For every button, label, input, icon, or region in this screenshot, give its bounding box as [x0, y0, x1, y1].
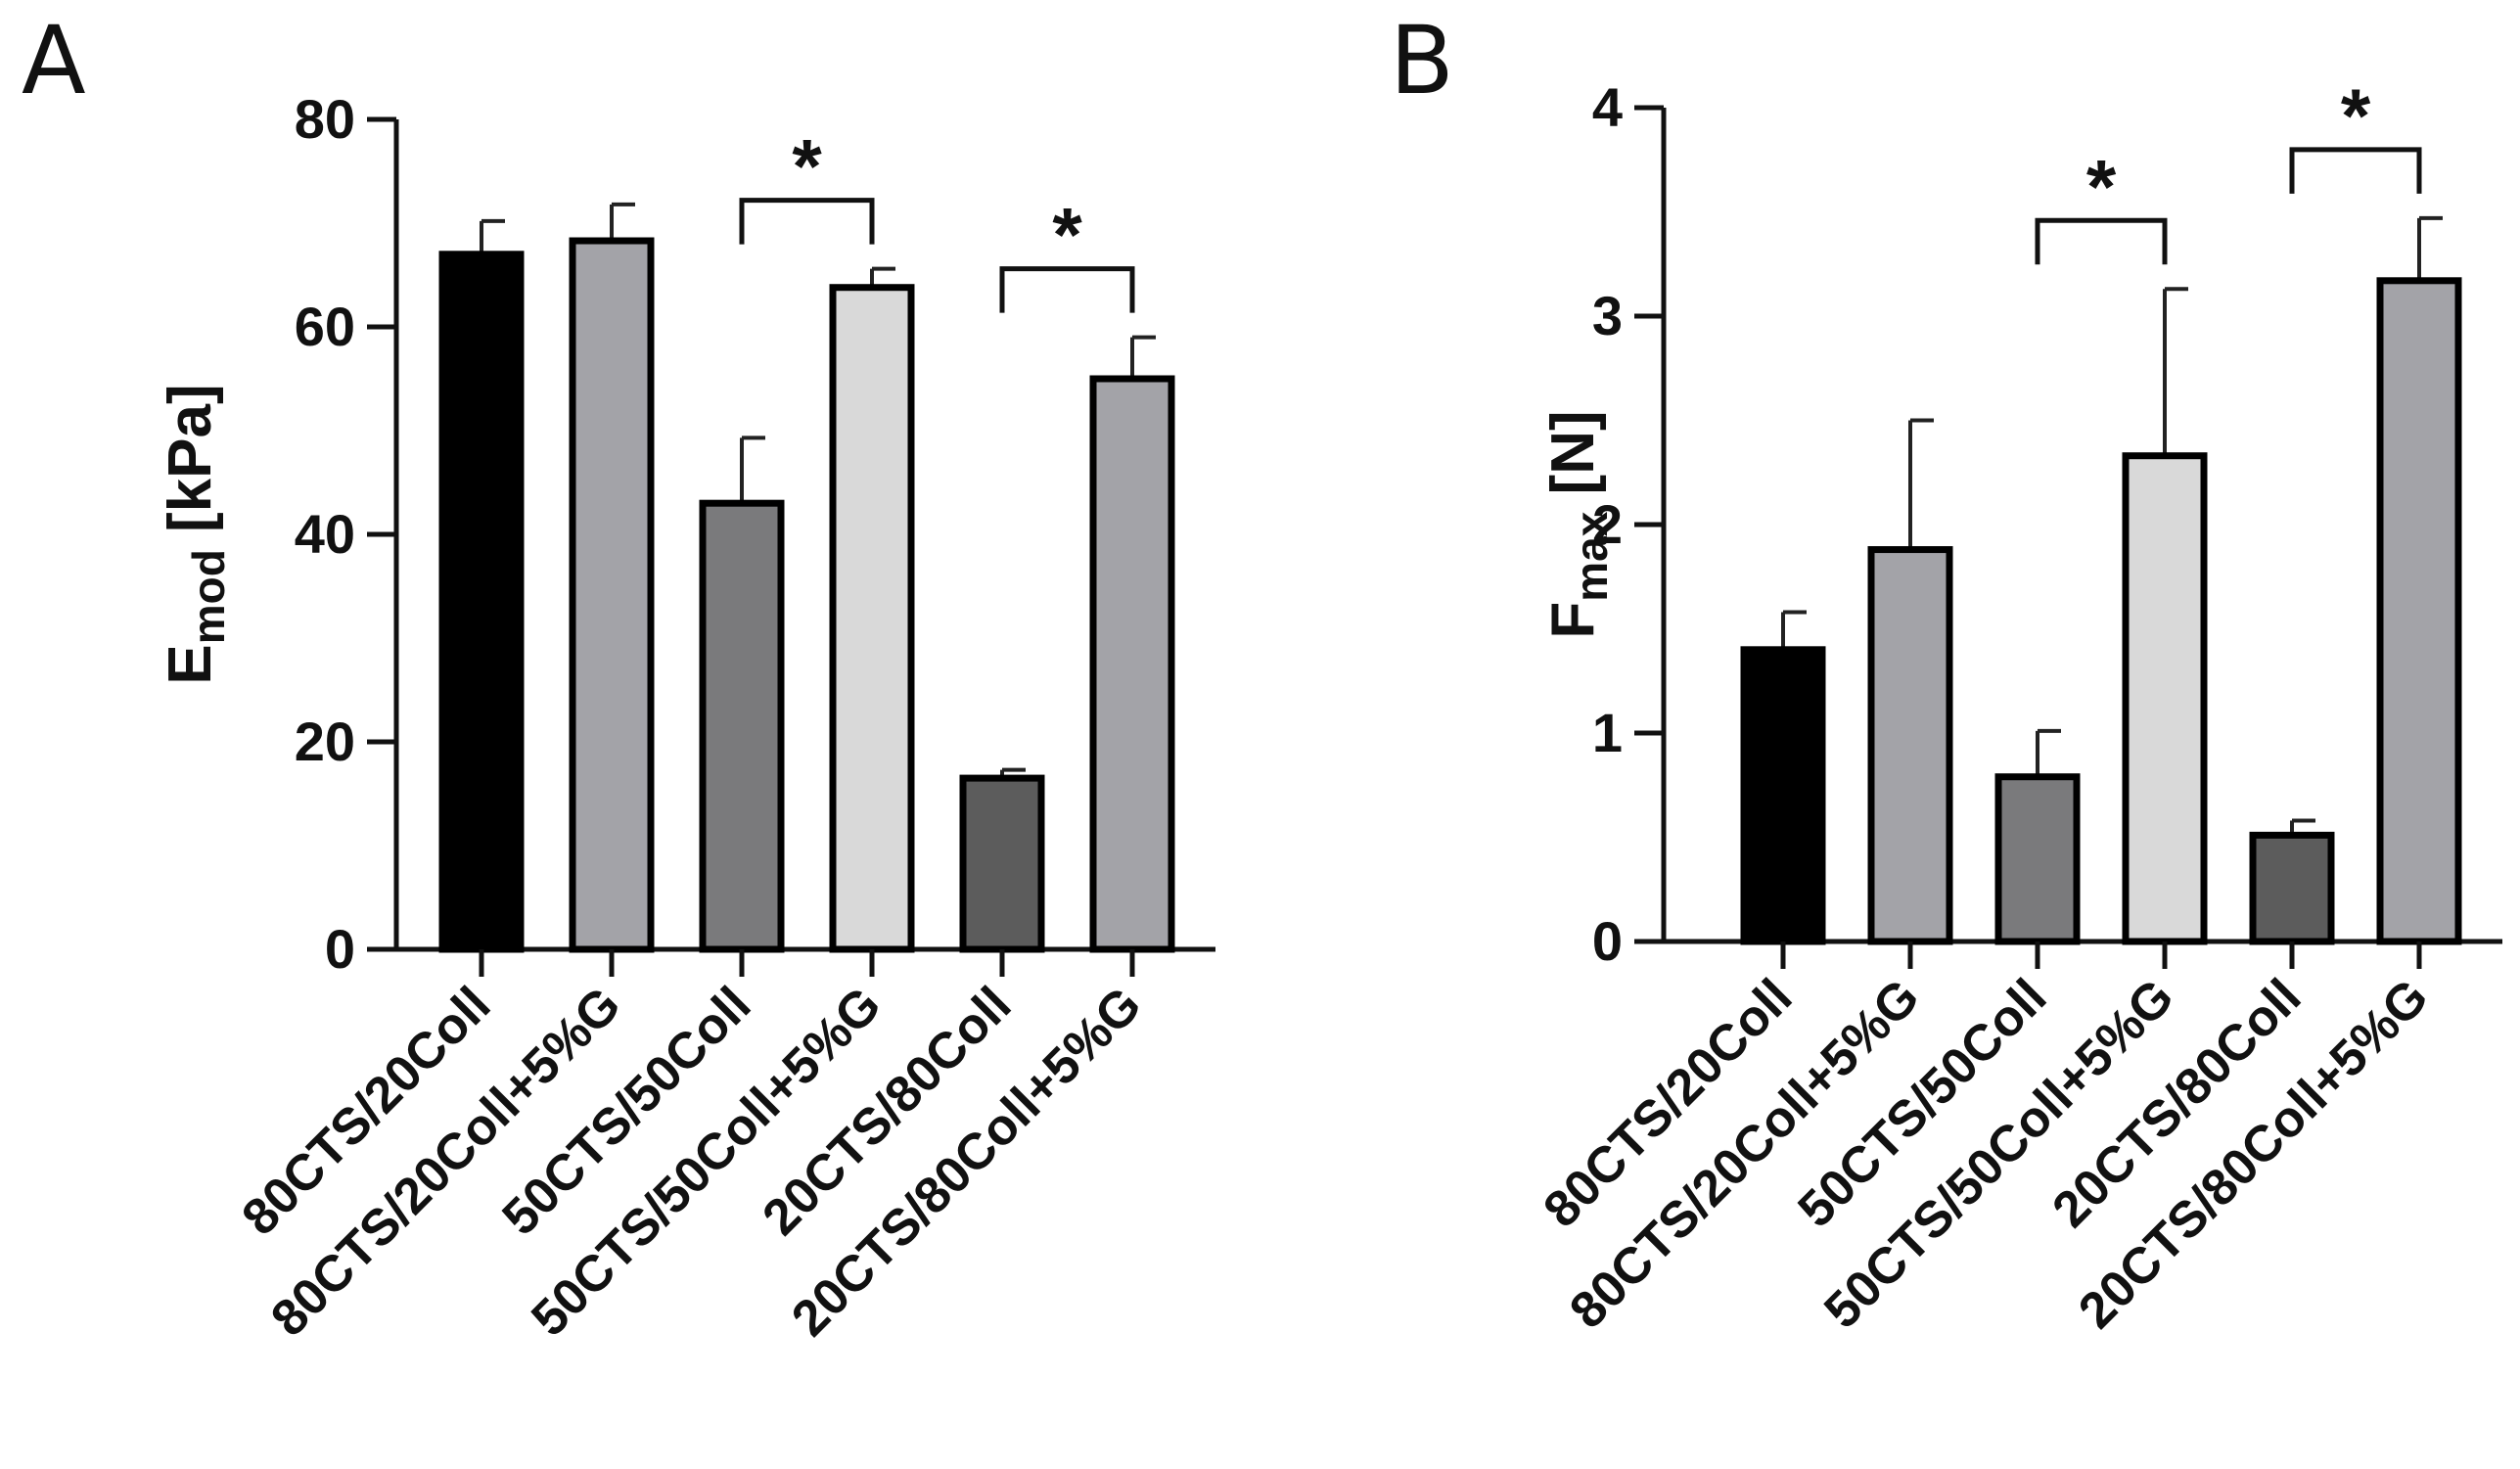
y-axis-title-main: E	[157, 644, 224, 684]
y-tick-label: 3	[1592, 285, 1623, 346]
bar	[2376, 277, 2462, 945]
bar	[1867, 546, 1953, 945]
y-tick-label: 1	[1592, 702, 1623, 763]
significance-bracket	[739, 198, 875, 245]
panel-letter: B	[1390, 6, 1454, 115]
significance-bracket	[999, 266, 1135, 313]
significance-star: *	[1052, 192, 1082, 278]
significance-star: *	[2086, 143, 2117, 229]
bar	[1089, 375, 1175, 953]
y-axis-title-unit: [kPa]	[157, 384, 224, 549]
y-tick-label: 80	[295, 88, 355, 150]
significance-star: *	[792, 123, 822, 209]
bar	[699, 499, 785, 953]
y-axis-title-main: F	[1539, 602, 1607, 639]
y-tick-label: 20	[295, 711, 355, 772]
bar	[438, 251, 525, 953]
bar	[2249, 831, 2335, 945]
bar	[569, 237, 655, 953]
significance-bracket	[2289, 147, 2422, 194]
bar	[2122, 452, 2208, 945]
y-axis-title-unit: [N]	[1539, 410, 1607, 511]
significance-star: *	[2341, 72, 2371, 159]
y-axis-title: Emod [kPa]	[157, 384, 234, 684]
bar	[959, 774, 1045, 953]
bar	[829, 284, 915, 953]
bar	[1740, 646, 1826, 945]
y-tick-label: 2	[1592, 493, 1623, 555]
bar	[1994, 773, 2081, 945]
y-tick-label: 40	[295, 503, 355, 565]
y-axis-title-subscript: max	[1566, 511, 1617, 601]
y-tick-label: 0	[325, 918, 355, 980]
y-axis-title: Fmax [N]	[1539, 410, 1617, 638]
y-tick-label: 4	[1592, 76, 1623, 138]
y-tick-label: 0	[1592, 910, 1623, 972]
y-axis-title-subscript: mod	[183, 549, 234, 644]
panel-letter: A	[22, 6, 86, 115]
significance-bracket	[2035, 217, 2168, 265]
y-tick-label: 60	[295, 296, 355, 357]
